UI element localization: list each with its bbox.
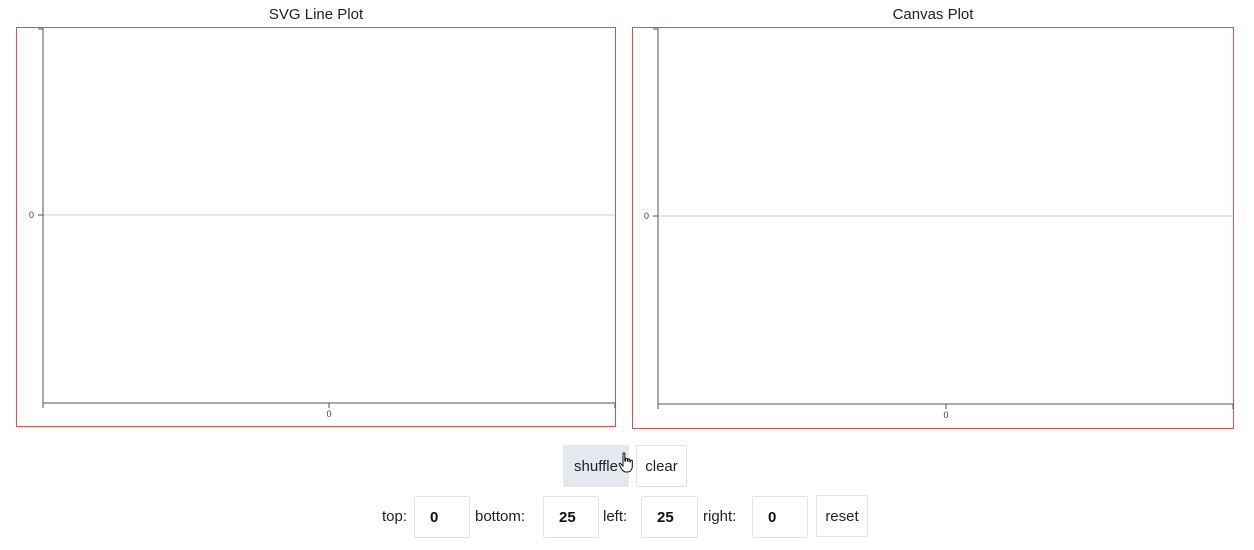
right-margin-input[interactable] [752, 496, 808, 538]
bottom-margin-label: bottom: [475, 508, 526, 525]
svg-plot-title: SVG Line Plot [268, 6, 364, 23]
canvas-plot-x-tick-label: 0 [943, 410, 948, 420]
canvas-plot-title: Canvas Plot [892, 6, 974, 23]
hand-cursor-icon [618, 452, 633, 473]
canvas-plot-chart: 0 0 [644, 28, 1234, 420]
top-margin-input[interactable] [414, 496, 470, 538]
left-margin-label: left: [603, 508, 628, 525]
bottom-margin-input[interactable] [543, 496, 599, 538]
svg-plot-area: 0 0 [16, 27, 616, 427]
canvas-plot-area: 0 0 [632, 27, 1234, 429]
top-margin-label: top: [382, 508, 408, 525]
left-margin-input[interactable] [641, 496, 698, 538]
svg-plot-chart: 0 0 [29, 28, 616, 419]
right-margin-label: right: [703, 508, 737, 525]
svg-plot-x-tick-label: 0 [326, 409, 331, 419]
clear-button[interactable]: clear [636, 445, 687, 487]
reset-button[interactable]: reset [816, 495, 868, 537]
canvas-plot-y-tick-label: 0 [644, 211, 649, 221]
shuffle-button[interactable]: shuffle [563, 445, 629, 487]
svg-plot-y-tick-label: 0 [29, 210, 34, 220]
